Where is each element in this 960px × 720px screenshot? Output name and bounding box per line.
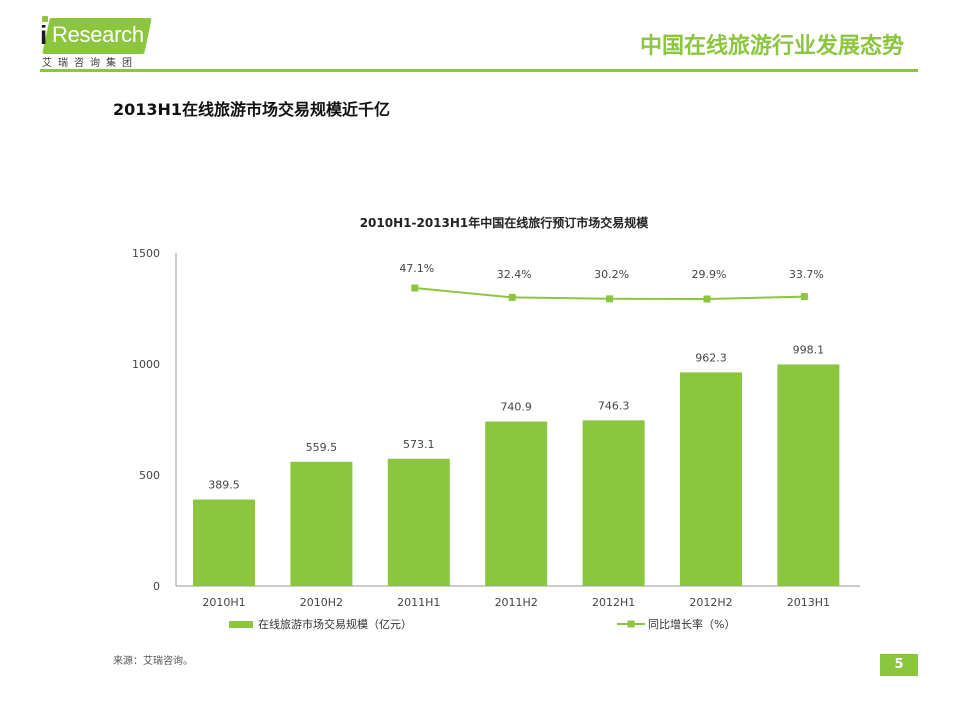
- x-tick-label: 2011H2: [495, 596, 538, 609]
- page-header-title: 中国在线旅游行业发展态势: [639, 34, 904, 59]
- page-number: 5: [880, 654, 918, 676]
- bar: [582, 420, 645, 586]
- slide-subtitle: 2013H1在线旅游市场交易规模近千亿: [113, 100, 391, 119]
- bar: [485, 421, 548, 586]
- legend-line-marker: [627, 620, 635, 628]
- x-tick-label: 2011H1: [397, 596, 440, 609]
- logo-wordmark: Research: [52, 22, 144, 47]
- bar-value-label: 740.9: [500, 401, 532, 414]
- x-tick-label: 2012H2: [689, 596, 732, 609]
- bar-value-label: 962.3: [695, 351, 727, 364]
- x-tick-label: 2010H1: [202, 596, 245, 609]
- growth-rate-label: 47.1%: [399, 262, 434, 275]
- growth-rate-marker: [411, 284, 419, 292]
- growth-rate-label: 30.2%: [594, 268, 629, 281]
- x-tick-label: 2010H2: [300, 596, 343, 609]
- y-tick-label: 1500: [132, 247, 160, 260]
- growth-rate-label: 32.4%: [497, 268, 532, 281]
- bar: [387, 458, 450, 586]
- bar-value-label: 746.3: [598, 399, 630, 412]
- bar: [290, 461, 353, 586]
- growth-rate-label: 29.9%: [692, 268, 727, 281]
- growth-rate-label: 33.7%: [789, 268, 824, 281]
- source-note: 来源：艾瑞咨询。: [113, 656, 193, 667]
- bar-value-label: 573.1: [403, 438, 435, 451]
- logo-dot: [42, 16, 48, 22]
- legend-line-label: 同比增长率（%）: [648, 617, 735, 631]
- x-tick-label: 2013H1: [787, 596, 830, 609]
- y-tick-label: 500: [139, 469, 160, 482]
- growth-rate-marker: [606, 295, 614, 303]
- y-tick-label: 0: [153, 580, 160, 593]
- legend-bar-swatch: [229, 621, 253, 628]
- bar: [777, 364, 840, 586]
- y-tick-label: 1000: [132, 358, 160, 371]
- bar: [680, 372, 742, 586]
- x-tick-label: 2012H1: [592, 596, 635, 609]
- bar: [193, 499, 255, 586]
- logo-letter-i: i: [40, 20, 48, 50]
- iresearch-logo: i Research 艾瑞咨询集团: [40, 14, 160, 69]
- growth-rate-marker: [508, 293, 516, 301]
- bar-value-label: 998.1: [793, 343, 825, 356]
- growth-rate-marker: [703, 295, 711, 303]
- bar-value-label: 559.5: [306, 441, 338, 454]
- growth-rate-marker: [800, 293, 808, 301]
- bar-value-label: 389.5: [208, 479, 240, 492]
- chart-title: 2010H1-2013H1年中国在线旅行预订市场交易规模: [360, 215, 650, 230]
- header-divider: [40, 69, 918, 72]
- logo-subtitle: 艾瑞咨询集团: [42, 58, 138, 69]
- legend-bar-label: 在线旅游市场交易规模（亿元）: [258, 617, 412, 631]
